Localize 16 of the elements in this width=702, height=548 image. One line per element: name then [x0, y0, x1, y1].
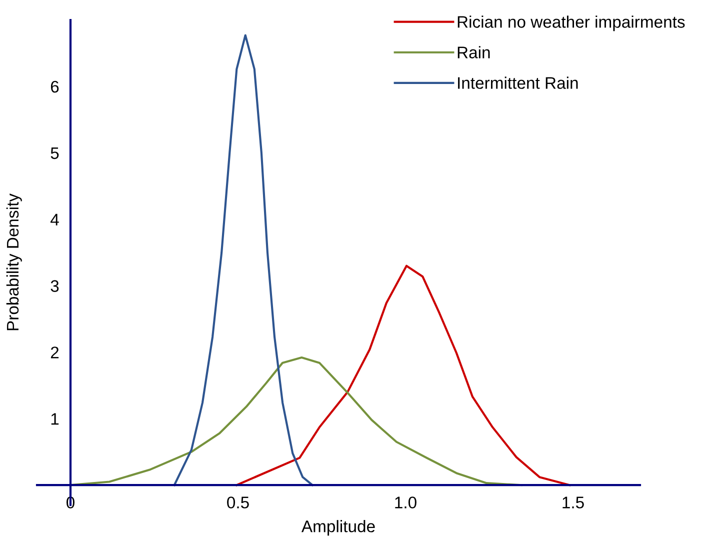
y-axis-title: Probability Density	[6, 194, 22, 330]
x-axis-title: Amplitude	[301, 520, 375, 536]
x-tick-label: 1.5	[562, 496, 584, 508]
legend-label: Intermittent Rain	[458, 76, 578, 89]
y-tick-label: 2	[50, 346, 59, 358]
x-tick-label: 1.0	[395, 496, 416, 508]
legend-label: Rician no weather impairments	[458, 16, 685, 32]
y-tick-label: 6	[50, 80, 59, 93]
y-tick-label: 5	[50, 147, 59, 160]
line-series	[236, 264, 571, 486]
y-tick-label: 3	[50, 280, 59, 292]
line-series	[173, 34, 314, 486]
x-tick-label: 0.5	[227, 496, 249, 508]
y-tick-label: 1	[51, 413, 59, 425]
y-tick-label: 4	[50, 214, 59, 226]
legend-label: Rain	[458, 46, 490, 58]
